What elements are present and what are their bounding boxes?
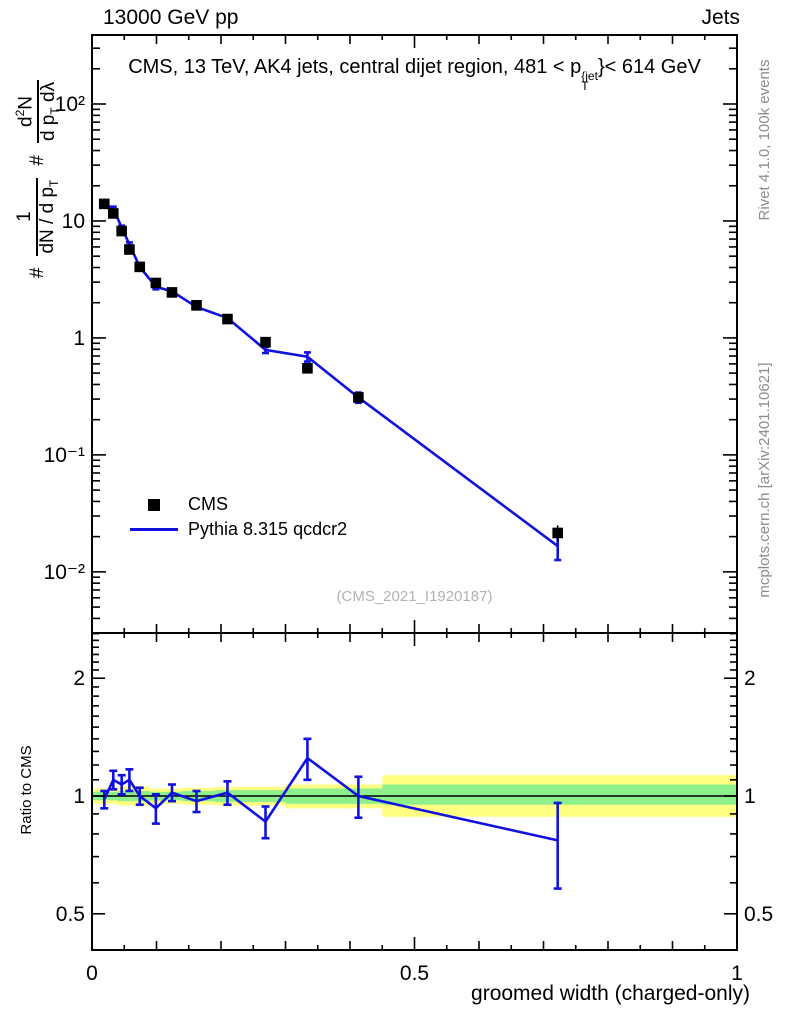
legend-label-pythia: Pythia 8.315 qcdcr2	[188, 519, 348, 539]
pt-superscript-stack: {jet T	[581, 69, 598, 93]
cms-data-marker	[222, 313, 233, 325]
svg-text:0.5: 0.5	[744, 903, 773, 926]
plot-title-text: CMS, 13 TeV, AK4 jets, central dijet reg…	[128, 56, 582, 78]
cms-data-marker	[134, 261, 146, 273]
band-inner-green	[382, 784, 737, 805]
svg-text:0.5: 0.5	[56, 903, 85, 926]
svg-text:1: 1	[744, 785, 756, 808]
axis-ticks	[91, 35, 738, 950]
cms-data-points	[98, 198, 563, 542]
svg-text:1: 1	[73, 785, 85, 808]
svg-text:10⁻²: 10⁻²	[44, 561, 85, 584]
cms-data-marker	[107, 208, 119, 219]
cms-data-marker	[353, 392, 364, 403]
cms-data-marker	[302, 362, 313, 374]
analysis-id-watermark: (CMS_2021_I1920187)	[336, 588, 493, 605]
mcplots-arxiv-note: mcplots.cern.ch [arXiv:2401.10621]	[756, 362, 773, 598]
legend-label-cms: CMS	[188, 494, 228, 514]
svg-text:1: 1	[73, 327, 85, 350]
x-axis-label: groomed width (charged-only)	[471, 982, 750, 1005]
analysis-group-label: Jets	[701, 6, 740, 29]
beam-energy-label: 13000 GeV pp	[103, 6, 239, 29]
svg-text:1: 1	[731, 962, 743, 985]
svg-text:2: 2	[73, 667, 85, 690]
ratio-y-axis-label: Ratio to CMS	[18, 745, 35, 835]
cms-data-marker	[260, 336, 271, 348]
svg-text:0: 0	[86, 962, 98, 985]
svg-text:0.5: 0.5	[400, 962, 429, 985]
cms-data-marker	[98, 198, 110, 210]
legend: CMS Pythia 8.315 qcdcr2	[128, 492, 347, 542]
cms-data-marker	[124, 244, 135, 255]
svg-text:10⁻¹: 10⁻¹	[44, 444, 85, 467]
svg-text:10²: 10²	[55, 93, 85, 116]
legend-entry-cms: CMS	[128, 492, 347, 517]
cms-data-marker	[166, 287, 178, 298]
cms-data-marker	[552, 527, 563, 539]
cms-data-marker	[116, 225, 127, 237]
axis-tick-labels: 10² 10 1 10⁻¹ 10⁻² 2 2 1 1 0.5 0.5 0 0.5 1	[44, 93, 774, 985]
plot-title: CMS, 13 TeV, AK4 jets, central dijet reg…	[128, 56, 701, 93]
cms-square-marker-icon	[148, 498, 160, 511]
svg-text:2: 2	[744, 667, 756, 690]
rivet-version-note: Rivet 4.1.0, 100k events	[756, 59, 773, 221]
main-y-axis-label: # 1 dN / d pT # d2N d pT dλ	[12, 79, 63, 279]
normalization-fraction: 1 dN / d pT	[14, 177, 61, 256]
cms-data-marker	[191, 300, 202, 311]
differential-fraction: d2N d pT dλ	[12, 79, 63, 144]
pythia-line-marker-icon	[130, 528, 178, 531]
ratio-model-curve	[100, 737, 562, 890]
legend-entry-pythia: Pythia 8.315 qcdcr2	[128, 517, 347, 542]
cms-data-marker	[150, 277, 162, 289]
svg-text:10: 10	[62, 210, 85, 233]
